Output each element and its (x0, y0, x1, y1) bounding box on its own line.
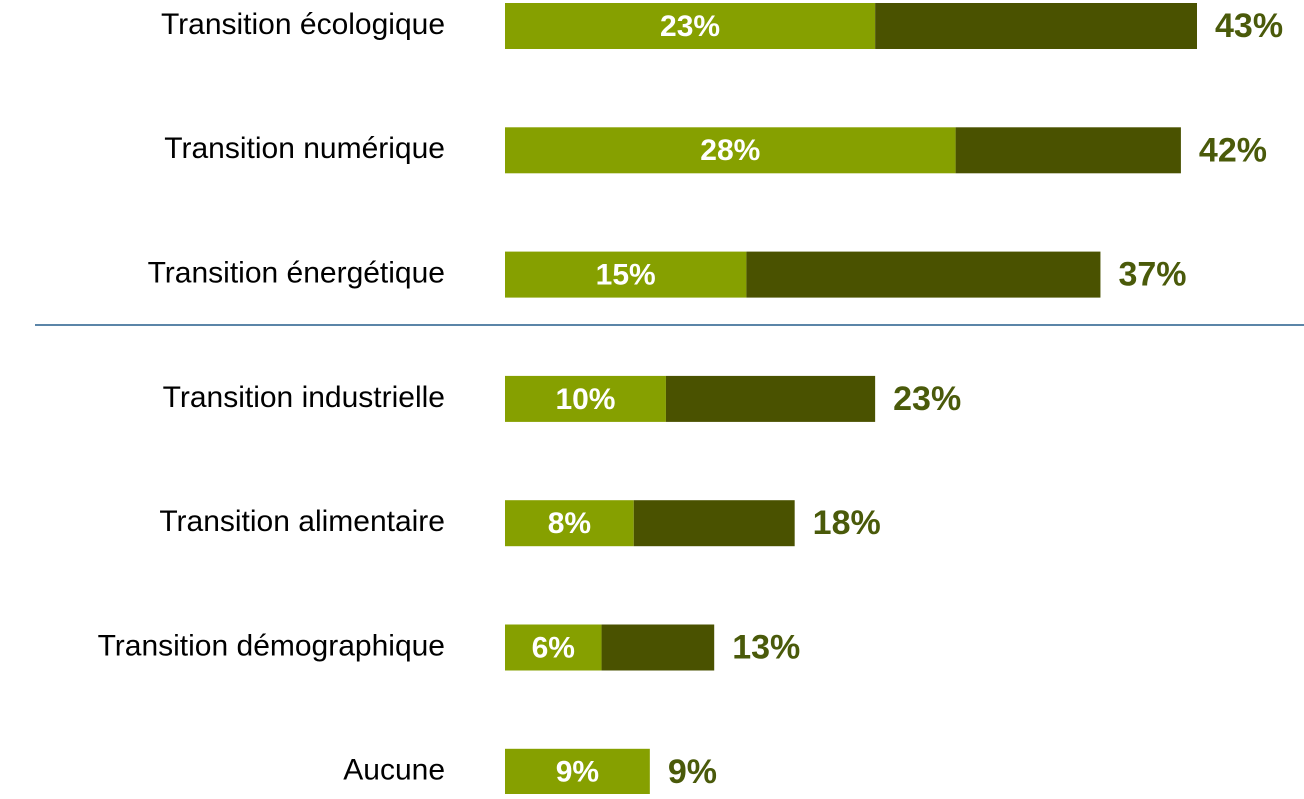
bar-segment (505, 3, 876, 49)
value-label: 23% (660, 10, 720, 43)
bar-segment (505, 500, 634, 547)
total-label: 18% (813, 504, 881, 542)
total-label: 23% (893, 380, 961, 418)
bar-segment (505, 624, 602, 671)
bar-segment (505, 375, 666, 422)
value-label: 15% (596, 259, 656, 292)
value-label: 10% (555, 383, 615, 416)
category-label: Transition numérique (164, 132, 445, 165)
value-label: 8% (548, 507, 591, 540)
bar-segment (665, 375, 876, 422)
bar-segment (746, 251, 1101, 298)
bar-segment (505, 748, 650, 795)
bar-segment (955, 127, 1181, 174)
total-label: 43% (1215, 7, 1283, 45)
total-label: 42% (1199, 131, 1267, 169)
value-label: 28% (700, 134, 760, 167)
category-label: Transition industrielle (163, 381, 445, 414)
bar-segment (505, 251, 747, 298)
category-label: Transition alimentaire (159, 505, 445, 538)
category-label: Transition démographique (98, 629, 445, 662)
category-label: Transition écologique (161, 8, 445, 41)
total-label: 13% (732, 628, 800, 666)
value-label: 6% (532, 631, 575, 664)
total-label: 9% (668, 753, 717, 791)
value-label: 9% (556, 756, 599, 789)
bar-segment (601, 624, 715, 671)
bar-segment (875, 3, 1197, 49)
category-label: Aucune (343, 754, 445, 787)
category-label: Transition énergétique (148, 257, 445, 290)
bar-segment (633, 500, 795, 547)
total-label: 37% (1118, 256, 1186, 294)
bar-segment (505, 127, 956, 174)
